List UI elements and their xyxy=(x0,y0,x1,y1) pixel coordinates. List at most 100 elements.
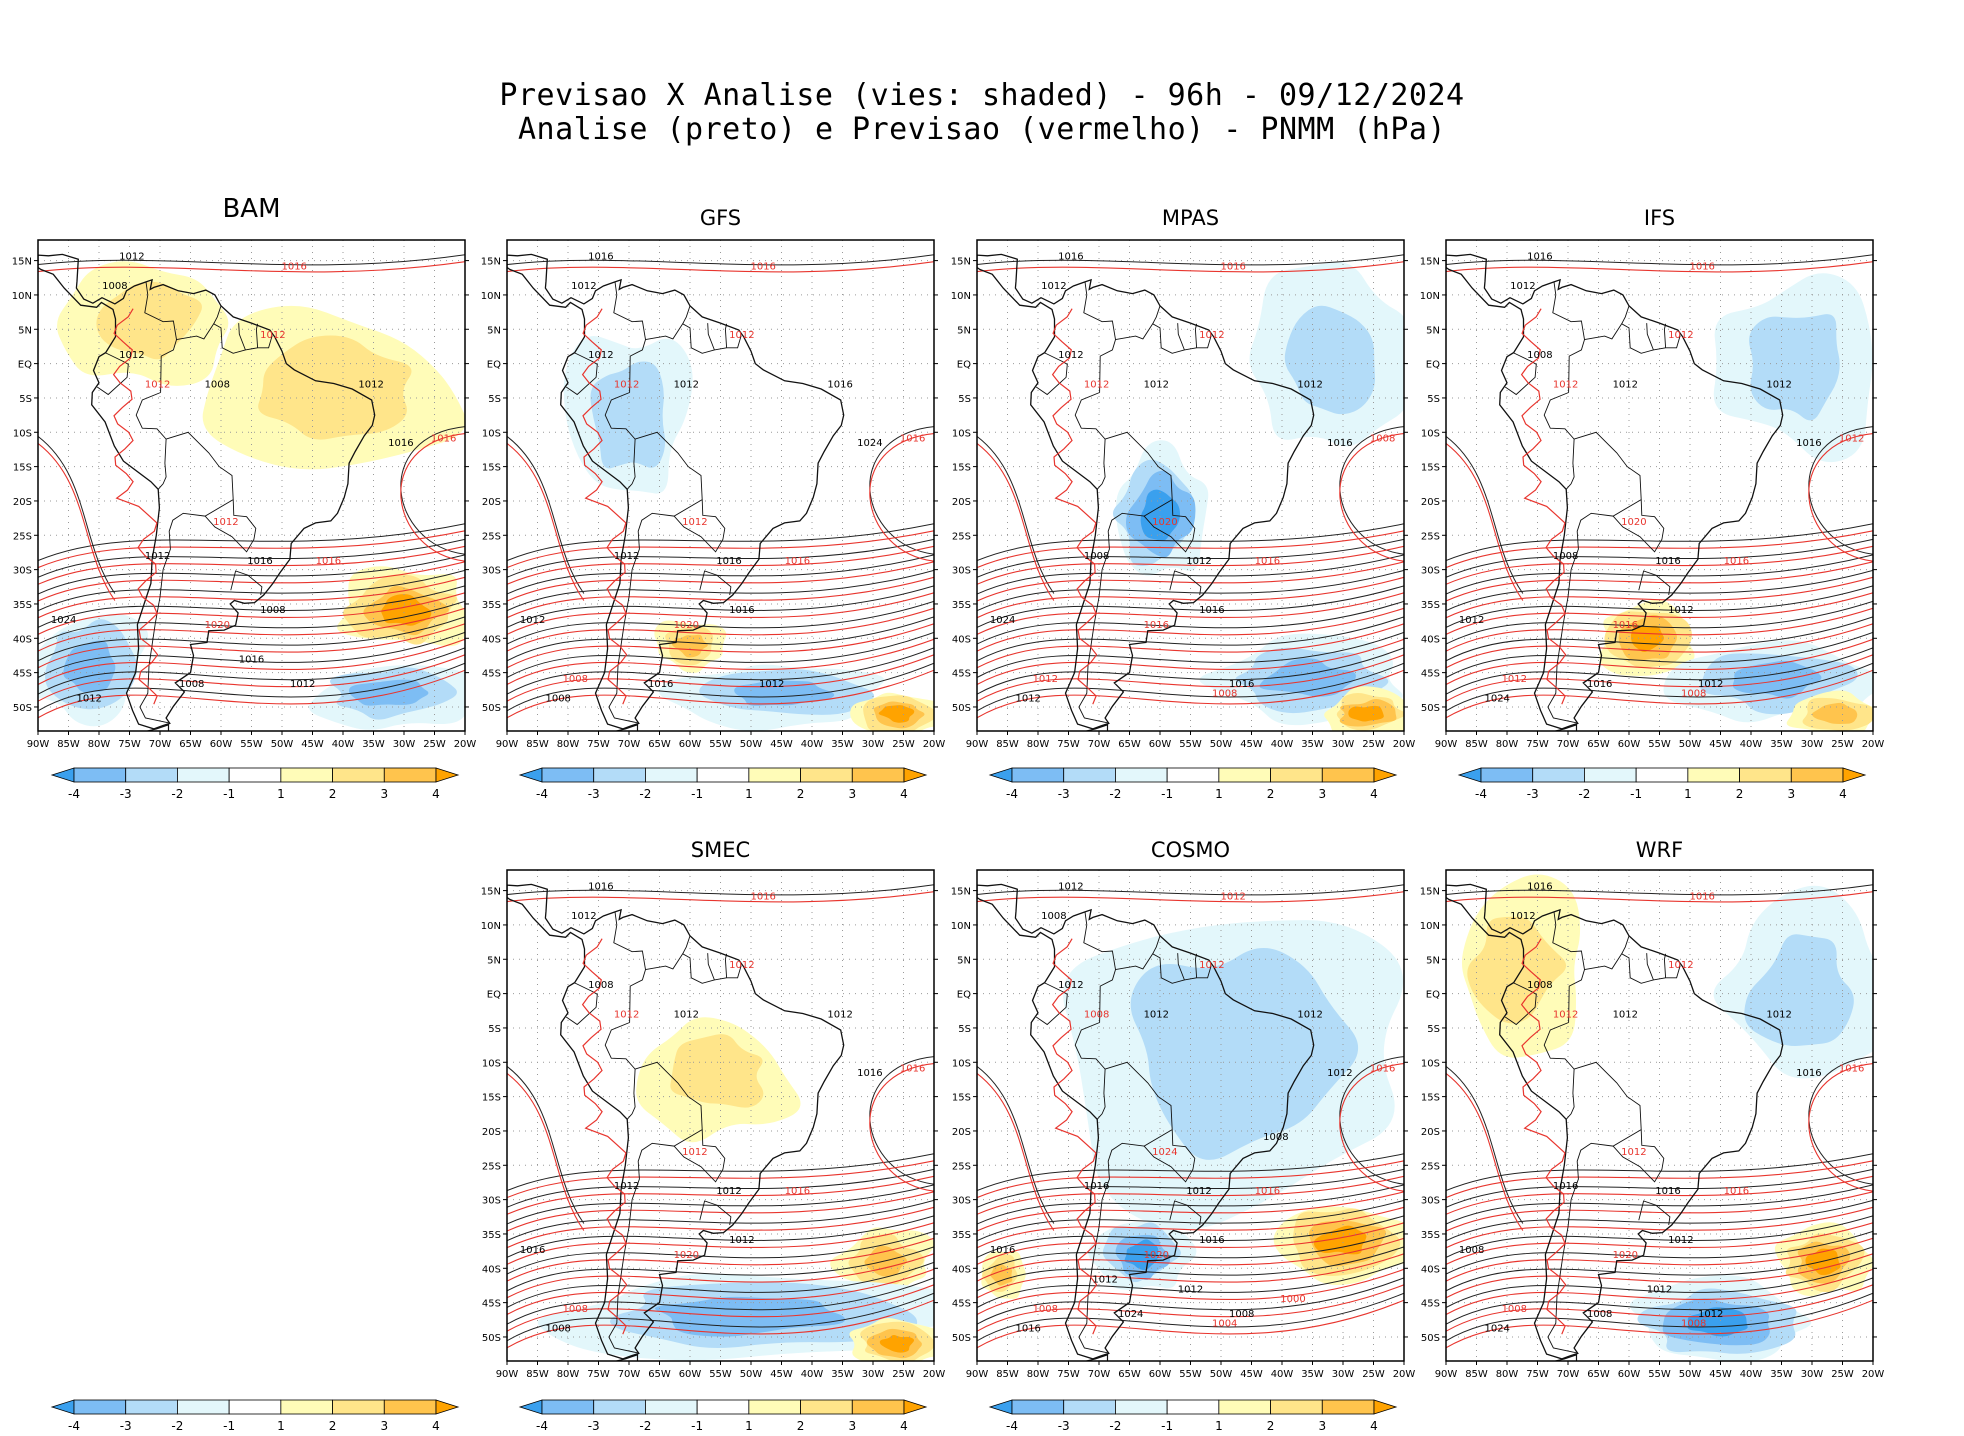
colorbar-label: -2 xyxy=(1109,1419,1121,1433)
lon-tick-label: 35W xyxy=(831,739,854,750)
analysis-isobar-label: 1008 xyxy=(1084,551,1109,562)
colorbar-label: -2 xyxy=(639,1419,651,1433)
colorbar-segment xyxy=(1321,1399,1375,1415)
colorbar-label: -4 xyxy=(536,787,548,801)
lon-tick-label: 50W xyxy=(1210,1369,1233,1380)
forecast-isobar-label: 1012 xyxy=(1199,330,1224,341)
lat-tick-label: 10S xyxy=(952,428,971,439)
analysis-isobar-label: 1012 xyxy=(1186,1186,1211,1197)
forecast-isobar-label: 1016 xyxy=(1839,1063,1864,1074)
lat-tick-label: 20S xyxy=(13,497,32,508)
colorbar-label: 4 xyxy=(1370,787,1378,801)
lat-tick-label: 45S xyxy=(1421,1299,1440,1310)
colorbar-segment xyxy=(280,767,333,783)
lat-tick-label: 15S xyxy=(1421,463,1440,474)
lon-tick-label: 60W xyxy=(1618,1369,1641,1380)
forecast-isobar-label: 1020 xyxy=(1152,517,1177,528)
lon-tick-label: 80W xyxy=(1027,739,1050,750)
colorbar-segment xyxy=(125,1399,178,1415)
analysis-isobar-label: 1012 xyxy=(1668,1235,1693,1246)
analysis-isobar-label: 1016 xyxy=(388,438,413,449)
lon-tick-label: 50W xyxy=(1679,739,1702,750)
colorbar-ifs: -4 -3 -2 -1 1 2 3 4 xyxy=(1457,767,1867,801)
colorbar-label: 1 xyxy=(745,1419,753,1433)
lon-tick-label: 40W xyxy=(1740,739,1763,750)
colorbar-label: 3 xyxy=(848,1419,856,1433)
colorbar-segment xyxy=(851,1399,905,1415)
colorbar-label: -4 xyxy=(1475,787,1487,801)
analysis-isobar-label: 1016 xyxy=(1527,252,1552,263)
forecast-isobar-label: 1016 xyxy=(1724,1186,1749,1197)
bias-shading-positive xyxy=(258,335,412,440)
lon-tick-label: 25W xyxy=(892,739,915,750)
lon-tick-label: 75W xyxy=(1057,739,1080,750)
colorbar-segment xyxy=(593,767,646,783)
lon-tick-label: 50W xyxy=(1210,739,1233,750)
lat-tick-label: 15N xyxy=(481,887,501,898)
colorbar-segment xyxy=(851,767,905,783)
lon-tick-label: 30W xyxy=(1332,1369,1355,1380)
forecast-isobar-label: 1016 xyxy=(1255,1186,1280,1197)
lat-tick-label: 15S xyxy=(952,463,971,474)
forecast-isobar-label: 1016 xyxy=(900,1063,925,1074)
forecast-isobar-label: 1012 xyxy=(614,1009,639,1020)
colorbar-segment xyxy=(383,1399,437,1415)
lon-tick-label: 20W xyxy=(1862,1369,1885,1380)
lat-tick-label: 5N xyxy=(1426,955,1440,966)
analysis-isobar-label: 1012 xyxy=(1092,1274,1117,1285)
lat-tick-label: 35S xyxy=(1421,1230,1440,1241)
lon-tick-label: 20W xyxy=(454,739,477,750)
lat-tick-label: 5S xyxy=(958,394,971,405)
lat-tick-label: 45S xyxy=(952,669,971,680)
lat-tick-label: 20S xyxy=(482,497,501,508)
analysis-isobar-label: 1016 xyxy=(247,556,272,567)
colorbar-wrf: -4 -3 -2 -1 1 2 3 4 xyxy=(988,1399,1398,1433)
analysis-isobar-label: 1016 xyxy=(520,1245,545,1256)
lon-tick-label: 70W xyxy=(1557,1369,1580,1380)
lat-tick-label: 10N xyxy=(481,291,501,302)
lat-tick-label: 40S xyxy=(13,634,32,645)
analysis-isobar-label: 1012 xyxy=(1698,1309,1723,1320)
colorbar-label: 2 xyxy=(797,787,805,801)
colorbar-label: -3 xyxy=(120,1419,132,1433)
forecast-isobar-label: 1020 xyxy=(1621,517,1646,528)
lon-tick-label: 30W xyxy=(862,739,885,750)
analysis-isobar-label: 1016 xyxy=(239,654,264,665)
colorbar-segment xyxy=(541,767,595,783)
bias-shading-negative xyxy=(1140,489,1181,541)
forecast-isobar-label: 1012 xyxy=(729,330,754,341)
bias-shading-positive xyxy=(1313,1225,1367,1255)
bias-shading-negative xyxy=(1749,314,1840,421)
bias-shading-positive xyxy=(671,634,708,658)
lon-tick-label: 25W xyxy=(1362,739,1385,750)
colorbar-segment xyxy=(1115,1399,1168,1415)
analysis-isobar-label: 1008 xyxy=(1527,980,1552,991)
lat-tick-label: 40S xyxy=(952,1264,971,1275)
analysis-isobar-label: 1008 xyxy=(1041,911,1066,922)
lon-tick-label: 45W xyxy=(1240,1369,1263,1380)
lon-tick-label: 40W xyxy=(332,739,355,750)
colorbar-segment xyxy=(1166,767,1220,783)
lat-tick-label: 5N xyxy=(957,325,971,336)
analysis-isobar-label: 1012 xyxy=(1144,1009,1169,1020)
forecast-isobar-label: 1016 xyxy=(1689,262,1714,273)
colorbar-label: -2 xyxy=(1109,787,1121,801)
lat-tick-label: EQ xyxy=(487,990,501,1001)
lat-tick-label: 30S xyxy=(482,566,501,577)
colorbar-segment xyxy=(177,1399,230,1415)
lat-tick-label: 10N xyxy=(12,291,32,302)
lat-tick-label: 40S xyxy=(482,634,501,645)
forecast-isobar-label: 1012 xyxy=(213,517,238,528)
forecast-isobar-label: 1012 xyxy=(1084,379,1109,390)
lon-tick-label: 35W xyxy=(1301,739,1324,750)
lat-tick-label: 20S xyxy=(952,497,971,508)
lat-tick-label: 10S xyxy=(1421,1058,1440,1069)
analysis-isobar-label: 1016 xyxy=(1327,438,1352,449)
bias-shading-negative xyxy=(1744,934,1854,1046)
lat-tick-label: 40S xyxy=(482,1264,501,1275)
lat-tick-label: 45S xyxy=(482,1299,501,1310)
analysis-isobar-label: 1016 xyxy=(1655,1186,1680,1197)
lon-tick-label: 50W xyxy=(740,739,763,750)
forecast-isobar-label: 1012 xyxy=(1553,1009,1578,1020)
lat-tick-label: 20S xyxy=(482,1127,501,1138)
